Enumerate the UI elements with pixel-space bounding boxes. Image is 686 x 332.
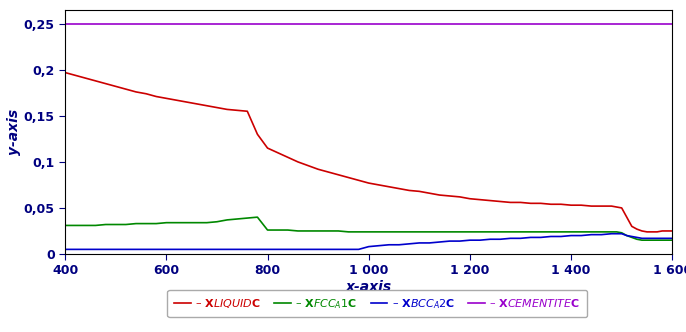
Y-axis label: y-axis: y-axis: [7, 109, 21, 155]
X-axis label: x-axis: x-axis: [346, 280, 392, 294]
Legend: – X$LIQUID$C, – X$FCC_A1$C, – X$BCC_A2$C, – X$CEMENTITE$C: – X$LIQUID$C, – X$FCC_A1$C, – X$BCC_A2$C…: [167, 290, 587, 317]
